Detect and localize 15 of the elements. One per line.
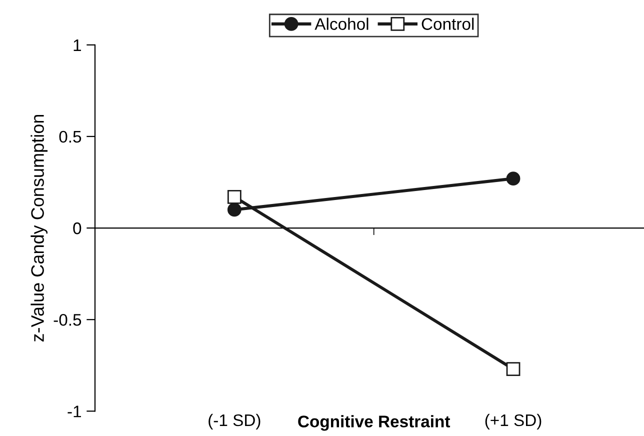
legend-label: Alcohol xyxy=(314,18,368,30)
y-tick-label: -1 xyxy=(68,406,81,418)
x-axis-title: Cognitive Restraint xyxy=(298,415,450,431)
point xyxy=(227,202,242,217)
y-tick-label: 0 xyxy=(73,222,82,234)
y-axis-title: z-Value Candy Consumption xyxy=(30,114,48,342)
x-tick-label: (-1 SD) xyxy=(208,414,260,430)
y-tick-label: 1 xyxy=(74,39,81,51)
x-tick-label: (+1 SD) xyxy=(485,414,542,430)
legend-label: Control xyxy=(422,18,474,30)
point xyxy=(506,172,520,186)
point xyxy=(227,190,242,204)
y-tick-label: 0.5 xyxy=(59,130,82,143)
point xyxy=(506,362,520,376)
y-tick-label: -0.5 xyxy=(54,314,82,326)
